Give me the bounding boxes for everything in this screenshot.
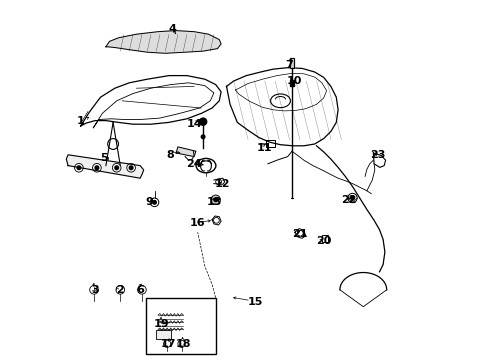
Text: 7: 7: [285, 60, 293, 70]
Polygon shape: [66, 155, 143, 178]
Text: 5: 5: [100, 153, 108, 163]
Bar: [156, 330, 170, 339]
Text: 8: 8: [166, 150, 174, 160]
Text: 24: 24: [186, 159, 202, 169]
Text: 11: 11: [256, 143, 271, 153]
Circle shape: [199, 118, 206, 125]
Text: 23: 23: [369, 150, 385, 160]
Text: 4: 4: [168, 24, 176, 34]
Circle shape: [115, 166, 118, 170]
Text: 13: 13: [206, 197, 221, 207]
Bar: [321, 235, 328, 242]
Circle shape: [129, 166, 133, 170]
Circle shape: [95, 166, 99, 170]
Text: 12: 12: [215, 179, 230, 189]
Text: 20: 20: [315, 236, 331, 246]
Bar: [265, 140, 275, 147]
Circle shape: [350, 196, 354, 200]
Text: 17: 17: [161, 339, 176, 349]
Text: 3: 3: [91, 285, 99, 295]
Bar: [289, 58, 294, 68]
Text: 9: 9: [145, 197, 153, 207]
Text: 14: 14: [186, 119, 202, 129]
Text: 15: 15: [247, 297, 263, 307]
Text: 10: 10: [286, 76, 301, 86]
Text: 22: 22: [341, 195, 356, 205]
Text: 6: 6: [136, 285, 144, 295]
Polygon shape: [106, 31, 221, 53]
Text: 19: 19: [154, 319, 169, 329]
Text: 18: 18: [175, 339, 191, 349]
Text: 21: 21: [292, 229, 307, 239]
Bar: [289, 58, 294, 68]
Bar: [289, 80, 294, 86]
Polygon shape: [176, 147, 196, 157]
Text: 16: 16: [189, 218, 205, 228]
Text: 2: 2: [116, 285, 124, 295]
Circle shape: [211, 195, 220, 204]
Circle shape: [201, 135, 204, 139]
Bar: [145, 298, 215, 354]
Circle shape: [152, 201, 156, 204]
Circle shape: [213, 198, 217, 202]
Bar: [156, 330, 170, 339]
Text: 1: 1: [77, 116, 84, 126]
Circle shape: [77, 166, 81, 170]
